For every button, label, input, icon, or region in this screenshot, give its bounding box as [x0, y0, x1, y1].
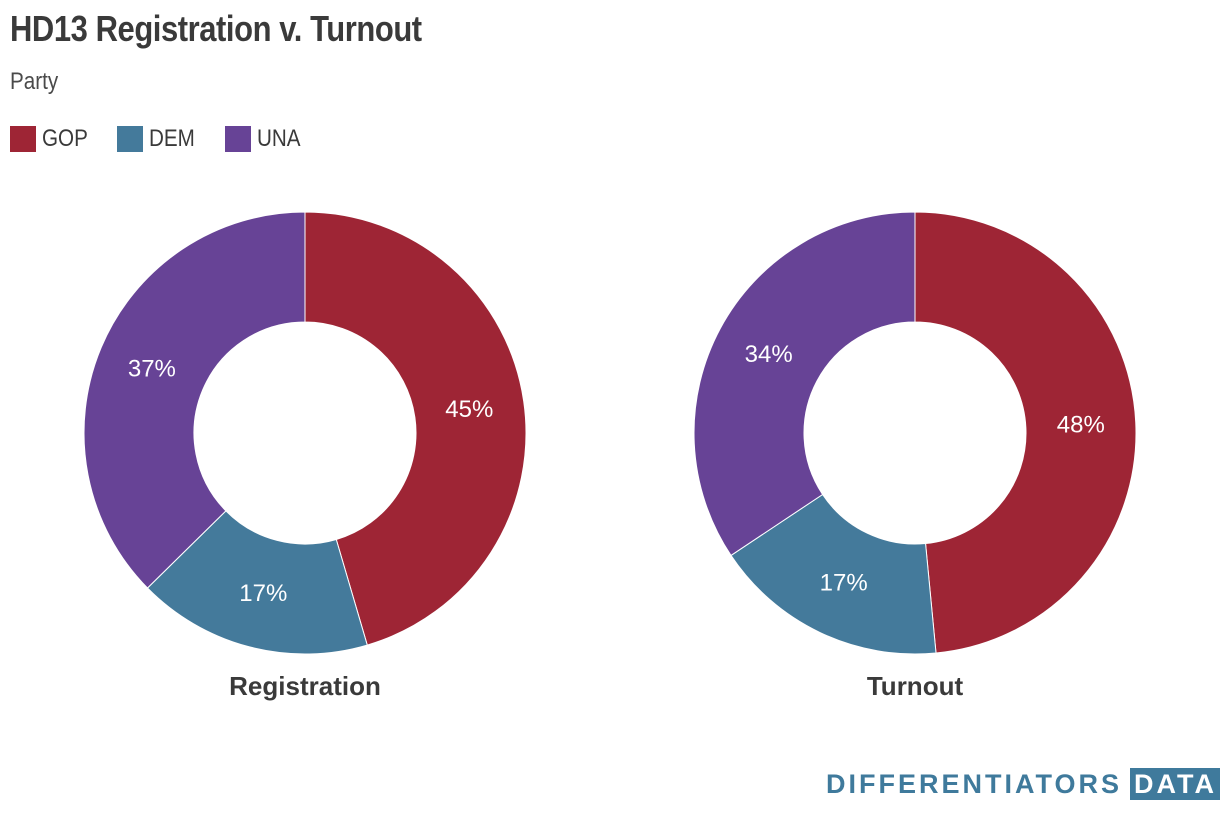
chart-label-registration: Registration	[229, 671, 381, 701]
legend-swatch-gop	[10, 126, 36, 152]
donut-chart-turnout: 48% 17% 34% Turnout	[693, 211, 1137, 701]
legend-label-una: UNA	[256, 125, 301, 152]
donut-chart-registration: 45% 17% 37% Registration	[83, 211, 527, 701]
data-label-una-turnout: 34%	[745, 341, 793, 368]
slice-dem-turnout	[730, 493, 937, 655]
slice-una-turnout	[693, 211, 916, 557]
slice-una-registration	[83, 211, 306, 589]
data-label-dem-turnout: 17%	[820, 569, 868, 596]
data-label-una-registration: 37%	[128, 355, 176, 382]
data-label-gop-turnout: 48%	[1057, 412, 1105, 439]
legend: GOP DEM UNA	[10, 125, 329, 153]
legend-label-gop: GOP	[42, 125, 88, 152]
chart-title: HD13 Registration v. Turnout	[10, 8, 422, 49]
legend-swatch-una	[224, 126, 251, 152]
legend-item-dem: DEM	[117, 125, 202, 153]
slice-dem-registration	[146, 510, 368, 655]
chart-subtitle: Party	[10, 68, 59, 95]
legend-swatch-dem	[117, 126, 144, 152]
logo-text: DIFFERENTIATORS	[826, 768, 1123, 799]
slice-gop-registration	[304, 211, 527, 646]
brand-logo: DIFFERENTIATORS DATA	[826, 768, 1220, 800]
slice-gop-turnout	[914, 211, 1137, 654]
data-label-gop-registration: 45%	[445, 396, 493, 423]
legend-item-una: UNA	[224, 125, 308, 153]
legend-label-dem: DEM	[149, 125, 196, 152]
legend-item-gop: GOP	[10, 125, 95, 153]
data-label-dem-registration: 17%	[239, 580, 287, 607]
logo-box: DATA	[1130, 768, 1220, 800]
chart-label-turnout: Turnout	[867, 671, 964, 701]
